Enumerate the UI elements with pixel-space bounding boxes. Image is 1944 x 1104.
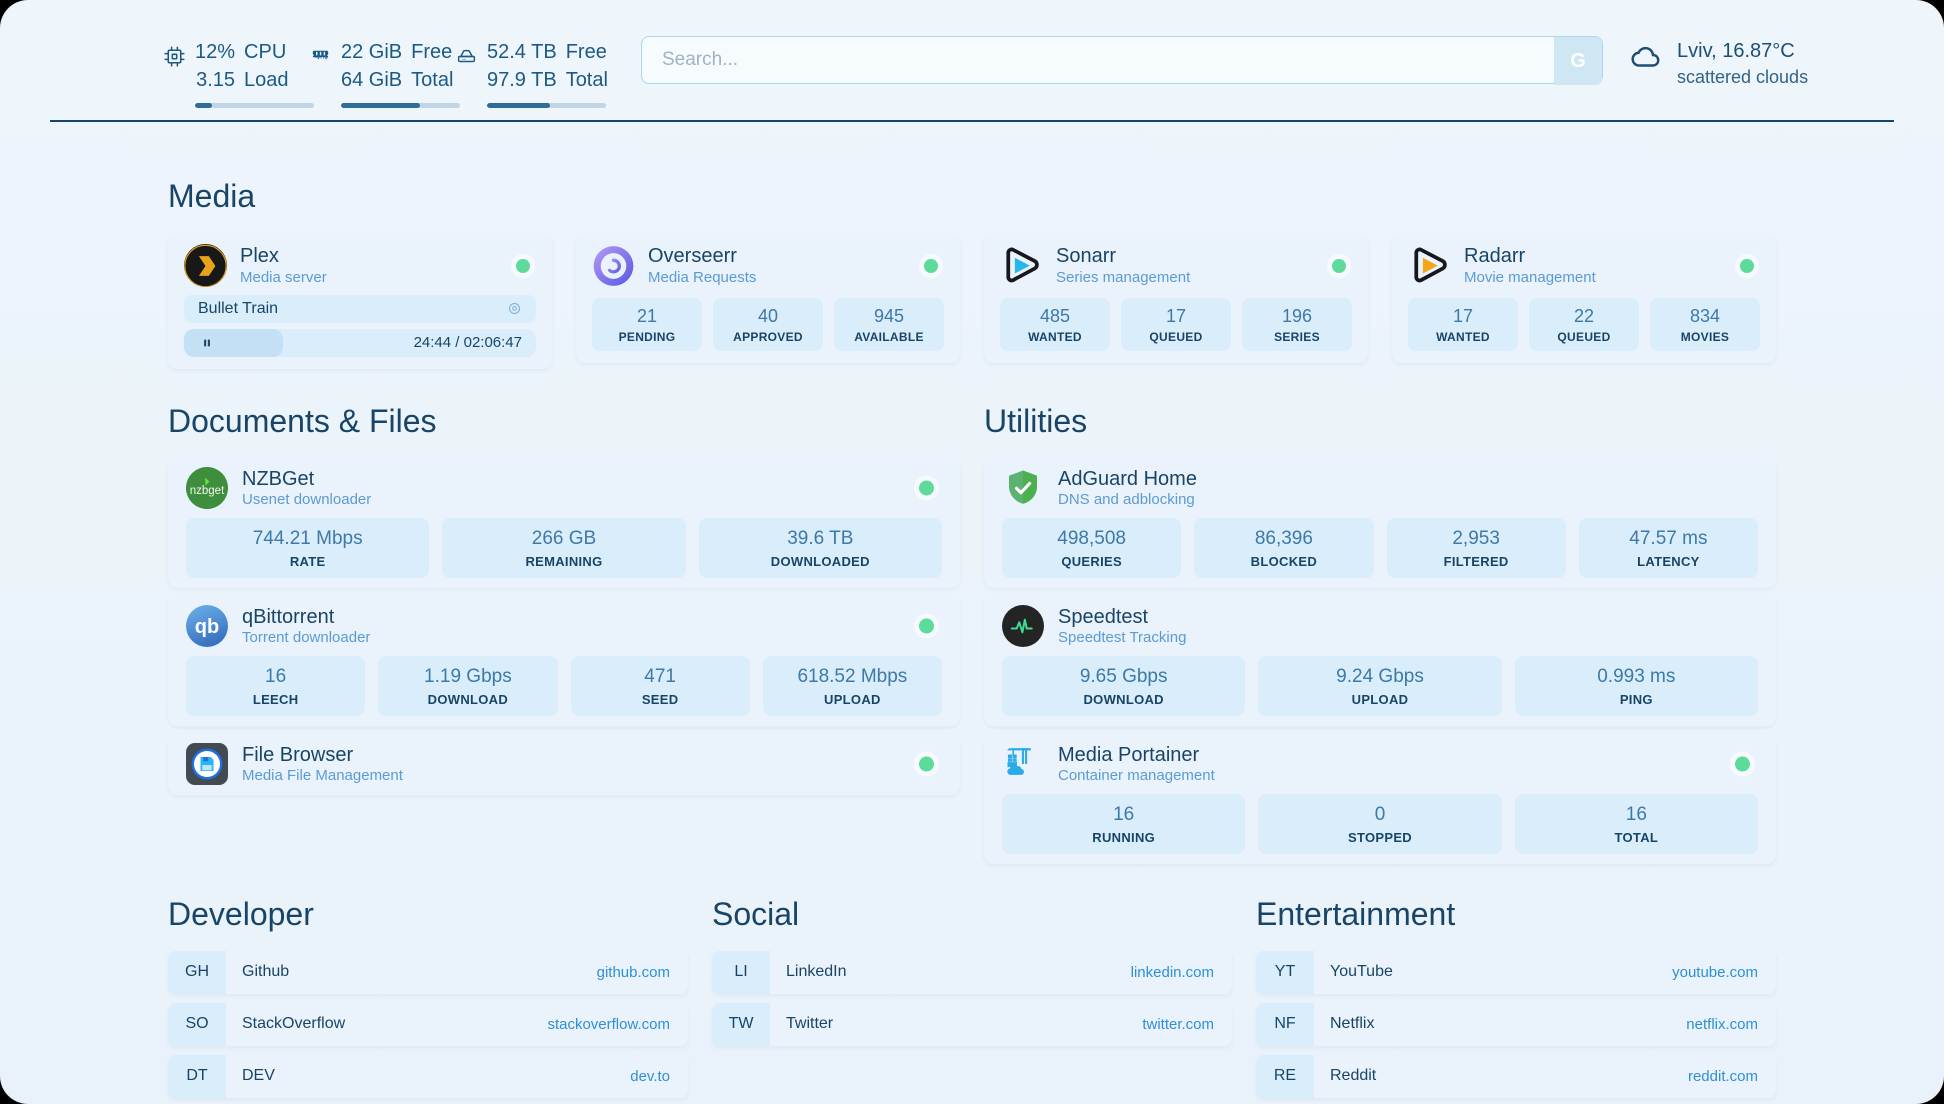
- svg-text:nzbget: nzbget: [190, 485, 225, 497]
- svg-text:qb: qb: [195, 616, 219, 638]
